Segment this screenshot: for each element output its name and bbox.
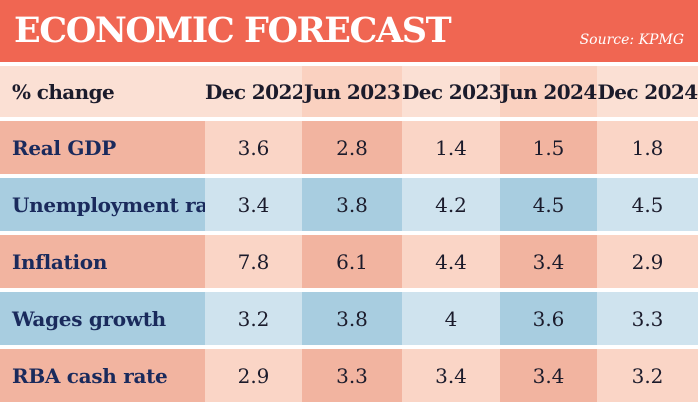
table-cell: 3.2 [205, 292, 302, 349]
table-cell: 3.4 [205, 178, 302, 235]
table-cell: 4.4 [402, 235, 500, 292]
table-cell: 3.4 [402, 349, 500, 402]
table-cell: 3.6 [205, 121, 302, 178]
table-row-wages-growth: Wages growth 3.2 3.8 4 3.6 3.3 [0, 292, 698, 349]
table-cell: 3.3 [302, 349, 402, 402]
table-cell: 1.5 [500, 121, 597, 178]
table-cell: 1.4 [402, 121, 500, 178]
row-label: RBA cash rate [0, 349, 205, 402]
column-header-jun-2023: Jun 2023 [302, 66, 402, 121]
table-row-real-gdp: Real GDP 3.6 2.8 1.4 1.5 1.8 [0, 121, 698, 178]
table-cell: 2.9 [597, 235, 698, 292]
table-cell: 4.2 [402, 178, 500, 235]
table-cell: 4 [402, 292, 500, 349]
forecast-table: % change Dec 2022 Jun 2023 Dec 2023 Jun … [0, 66, 698, 402]
row-label: Wages growth [0, 292, 205, 349]
table-cell: 3.4 [500, 349, 597, 402]
table-row-unemployment-rate: Unemployment rate 3.4 3.8 4.2 4.5 4.5 [0, 178, 698, 235]
table-cell: 4.5 [500, 178, 597, 235]
column-header-jun-2024: Jun 2024 [500, 66, 597, 121]
table-cell: 6.1 [302, 235, 402, 292]
table-row-rba-cash-rate: RBA cash rate 2.9 3.3 3.4 3.4 3.2 [0, 349, 698, 402]
row-label: Unemployment rate [0, 178, 205, 235]
table-cell: 7.8 [205, 235, 302, 292]
table-cell: 2.8 [302, 121, 402, 178]
table-cell: 3.4 [500, 235, 597, 292]
column-header-dec-2024: Dec 2024 [597, 66, 698, 121]
table-cell: 1.8 [597, 121, 698, 178]
table-cell: 3.6 [500, 292, 597, 349]
column-header-dec-2022: Dec 2022 [205, 66, 302, 121]
row-label: Real GDP [0, 121, 205, 178]
table-row-inflation: Inflation 7.8 6.1 4.4 3.4 2.9 [0, 235, 698, 292]
forecast-title: ECONOMIC FORECAST [14, 10, 452, 51]
column-header-dec-2023: Dec 2023 [402, 66, 500, 121]
table-cell: 3.8 [302, 292, 402, 349]
table-cell: 4.5 [597, 178, 698, 235]
source-credit: Source: KPMG [579, 32, 684, 48]
title-banner: ECONOMIC FORECAST Source: KPMG [0, 0, 698, 62]
table-cell: 3.8 [302, 178, 402, 235]
table-cell: 2.9 [205, 349, 302, 402]
table-cell: 3.3 [597, 292, 698, 349]
column-header-change: % change [0, 66, 205, 121]
table-cell: 3.2 [597, 349, 698, 402]
table-header-row: % change Dec 2022 Jun 2023 Dec 2023 Jun … [0, 66, 698, 121]
row-label: Inflation [0, 235, 205, 292]
